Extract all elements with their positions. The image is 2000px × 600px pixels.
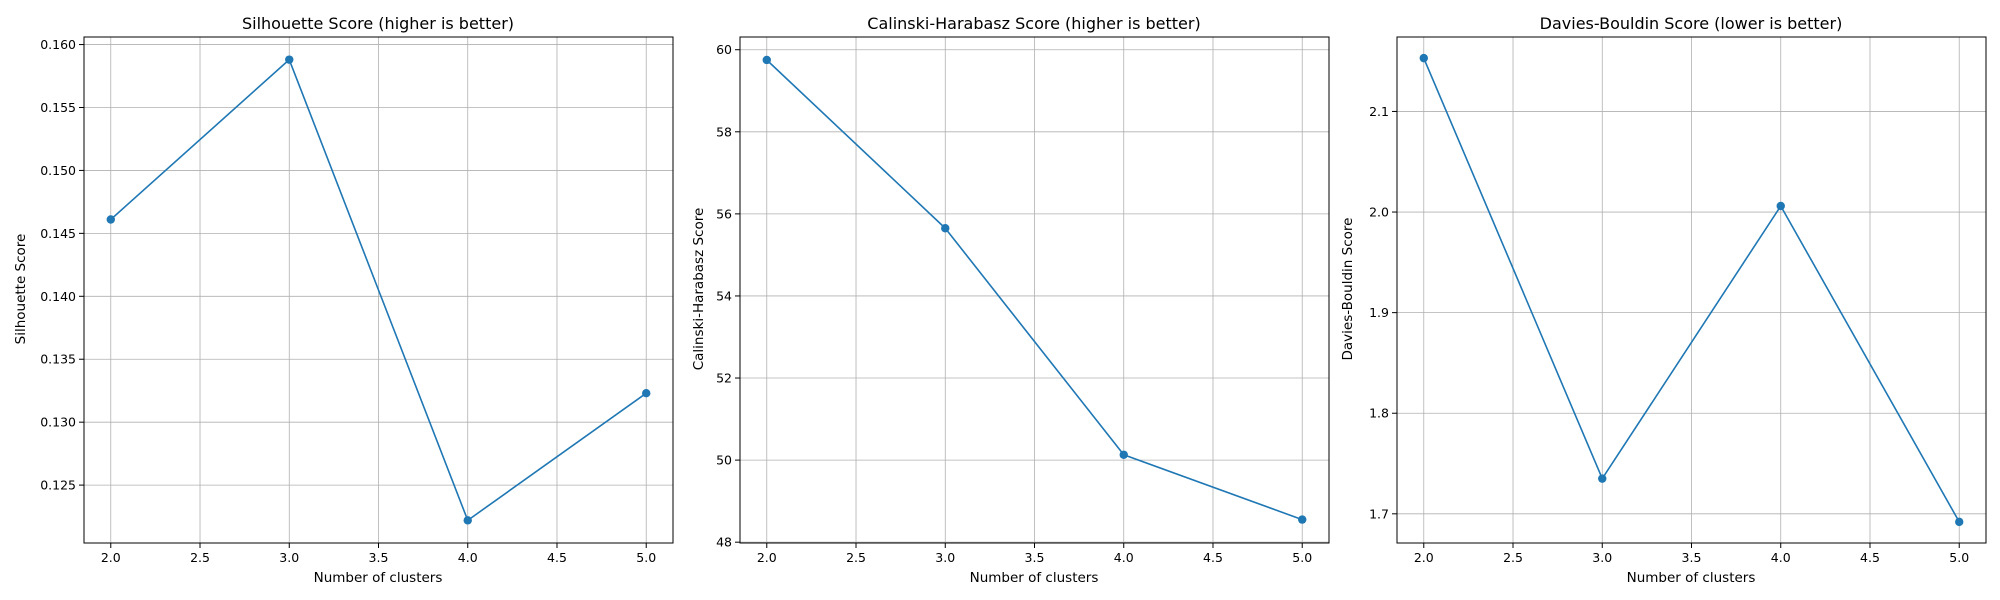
x-tick-label: 3.5 xyxy=(1682,550,1702,565)
x-tick-label: 2.5 xyxy=(846,550,866,565)
x-tick-label: 4.0 xyxy=(458,550,478,565)
chart-title: Davies-Bouldin Score (lower is better) xyxy=(1540,14,1843,33)
x-tick-label: 5.0 xyxy=(636,550,656,565)
y-tick-label: 0.140 xyxy=(40,289,76,304)
plot-frame xyxy=(739,36,1330,544)
subplot-davies-bouldin: Davies-Bouldin Score (lower is better) N… xyxy=(1340,14,1987,586)
y-tick-label: 2.1 xyxy=(1369,104,1389,119)
y-tick-label: 58 xyxy=(716,124,732,139)
y-axis-label: Silhouette Score xyxy=(13,234,29,345)
y-tick-label: 0.145 xyxy=(40,226,76,241)
chart-title: Silhouette Score (higher is better) xyxy=(242,14,514,33)
data-point xyxy=(1419,53,1428,63)
y-tick-label: 60 xyxy=(716,42,732,57)
x-tick-label: 4.5 xyxy=(547,550,567,565)
x-tick-label: 5.0 xyxy=(1949,550,1969,565)
series-line xyxy=(766,59,1303,521)
x-tick-label: 2.0 xyxy=(1414,550,1434,565)
x-tick-label: 2.5 xyxy=(1503,550,1523,565)
plot-frame xyxy=(83,36,674,544)
x-axis-label: Number of clusters xyxy=(1627,570,1756,586)
y-tick-label: 1.7 xyxy=(1369,506,1389,521)
data-point xyxy=(1598,474,1607,483)
y-tick-label: 54 xyxy=(716,288,732,303)
y-axis-label: Davies-Bouldin Score xyxy=(1340,218,1356,361)
y-tick-label: 50 xyxy=(716,453,732,468)
subplot-calinski-harabasz: Calinski-Harabasz Score (higher is bette… xyxy=(691,14,1330,586)
plot-frame xyxy=(1396,36,1987,544)
x-tick-label: 2.0 xyxy=(757,550,777,565)
y-tick-label: 1.9 xyxy=(1369,305,1389,320)
x-tick-label: 3.5 xyxy=(369,550,389,565)
data-point xyxy=(285,55,294,64)
data-point xyxy=(1119,450,1128,459)
x-tick-label: 4.0 xyxy=(1771,550,1791,565)
x-axis-label: Number of clusters xyxy=(970,570,1099,586)
y-axis-label: Calinski-Harabasz Score xyxy=(691,208,707,371)
y-tick-label: 0.135 xyxy=(40,352,76,367)
data-point xyxy=(1955,517,1964,527)
y-tick-label: 56 xyxy=(716,206,732,221)
x-tick-label: 4.5 xyxy=(1860,550,1880,565)
x-tick-label: 3.5 xyxy=(1025,550,1045,565)
x-tick-label: 4.0 xyxy=(1114,550,1134,565)
data-point xyxy=(941,224,950,233)
x-tick-label: 3.0 xyxy=(1592,550,1612,565)
x-tick-label: 3.0 xyxy=(279,550,299,565)
y-tick-label: 0.150 xyxy=(40,163,76,178)
x-tick-label: 2.5 xyxy=(190,550,210,565)
series-line xyxy=(110,58,647,522)
x-axis-label: Number of clusters xyxy=(314,570,443,586)
y-tick-label: 0.160 xyxy=(40,37,76,52)
x-tick-label: 2.0 xyxy=(101,550,121,565)
x-tick-label: 4.5 xyxy=(1203,550,1223,565)
y-tick-label: 2.0 xyxy=(1369,205,1389,220)
x-tick-label: 5.0 xyxy=(1292,550,1312,565)
y-tick-label: 0.155 xyxy=(40,100,76,115)
data-point xyxy=(1776,201,1785,211)
y-tick-label: 1.8 xyxy=(1369,406,1389,421)
y-tick-label: 48 xyxy=(716,535,732,550)
data-point xyxy=(463,516,472,525)
data-point xyxy=(106,215,115,224)
y-tick-label: 52 xyxy=(716,371,732,386)
x-tick-label: 3.0 xyxy=(935,550,955,565)
chart-title: Calinski-Harabasz Score (higher is bette… xyxy=(867,14,1200,33)
data-point xyxy=(642,389,651,398)
y-tick-label: 0.125 xyxy=(40,478,76,493)
data-point xyxy=(1298,515,1307,524)
subplot-silhouette: Silhouette Score (higher is better) Numb… xyxy=(13,14,674,586)
data-point xyxy=(762,55,771,65)
series-line xyxy=(1423,57,1960,523)
y-tick-label: 0.130 xyxy=(40,415,76,430)
